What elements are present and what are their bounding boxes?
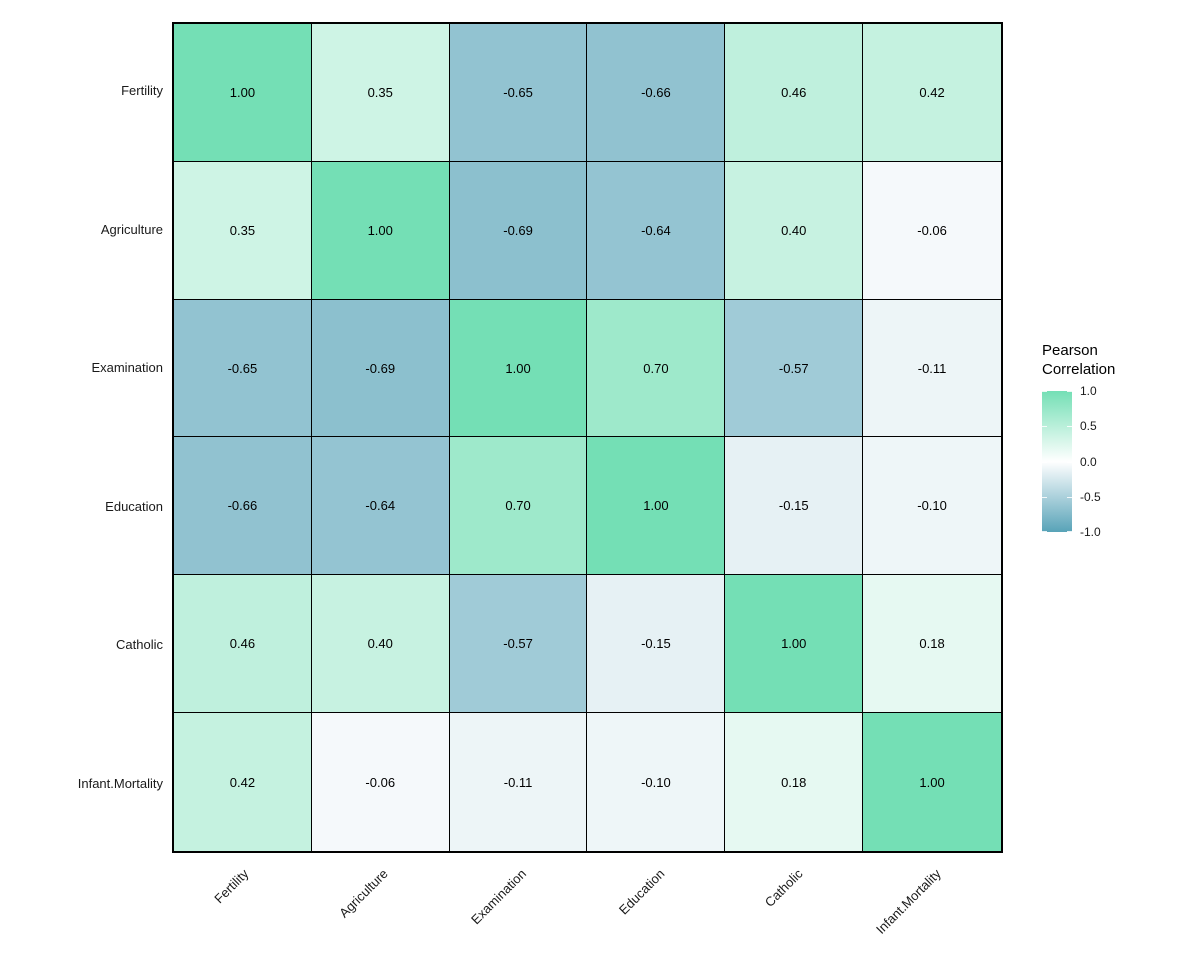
legend-tick-mark bbox=[1067, 391, 1072, 392]
legend-title-line2: Correlation bbox=[1042, 361, 1116, 378]
legend-tick-mark bbox=[1042, 496, 1047, 498]
heatmap-cell: -0.11 bbox=[449, 713, 588, 851]
legend-tick-label: 0.5 bbox=[1080, 419, 1097, 434]
heatmap-cell: 0.70 bbox=[587, 299, 726, 438]
heatmap-cell: 0.46 bbox=[725, 24, 864, 162]
legend-tick-mark bbox=[1067, 426, 1072, 428]
heatmap-cell: 0.40 bbox=[725, 161, 864, 300]
legend-tick-label: 0.0 bbox=[1080, 454, 1097, 469]
heatmap-panel: 1.00 0.35 -0.65 -0.66 0.46 0.42 0.35 1.00 -0.69-… bbox=[172, 22, 1003, 853]
heatmap-cell: -0.64 bbox=[587, 161, 726, 300]
heatmap-cell: 1.00 bbox=[449, 299, 588, 438]
heatmap-cell: 0.35 bbox=[174, 161, 312, 300]
heatmap-cell: 0.35 bbox=[311, 24, 450, 162]
heatmap-cell: 0.42 bbox=[174, 713, 312, 851]
legend-title-line1: Pearson bbox=[1042, 342, 1098, 359]
heatmap-cell: 1.00 bbox=[725, 575, 864, 714]
y-axis-label: Catholic bbox=[116, 637, 163, 653]
heatmap-cell: -0.69 bbox=[311, 299, 450, 438]
y-axis-label: Agriculture bbox=[100, 221, 163, 237]
x-axis-label: Education bbox=[615, 866, 668, 918]
heatmap-cell: 1.00 bbox=[311, 161, 450, 300]
x-axis-label: Catholic bbox=[762, 866, 806, 910]
heatmap-cell: -0.64 bbox=[311, 437, 450, 576]
heatmap-cell: 0.70 bbox=[449, 437, 588, 576]
heatmap-cell: -0.15 bbox=[587, 575, 726, 714]
heatmap-cell: 0.18 bbox=[725, 713, 864, 851]
heatmap-cell: -0.06 bbox=[311, 713, 450, 851]
heatmap-cell: 0.40 bbox=[311, 575, 450, 714]
legend-tick-label: -0.5 bbox=[1080, 489, 1101, 504]
x-axis-label: Examination bbox=[467, 866, 529, 928]
heatmap-cell: -0.69 bbox=[449, 161, 588, 300]
legend-tick-mark bbox=[1067, 496, 1072, 498]
heatmap-cell: -0.65 bbox=[449, 24, 588, 162]
heatmap-cell: 0.42 bbox=[863, 24, 1001, 162]
heatmap-cell: -0.15 bbox=[725, 437, 864, 576]
legend-tick-mark bbox=[1042, 426, 1047, 428]
legend-tick-mark bbox=[1042, 461, 1047, 463]
heatmap-cell: 1.00 bbox=[587, 437, 726, 576]
heatmap-cell: -0.66 bbox=[587, 24, 726, 162]
heatmap-cell: -0.10 bbox=[863, 437, 1001, 576]
y-axis-label: Fertility bbox=[121, 83, 163, 99]
legend-title: Pearson Correlation bbox=[1042, 341, 1115, 379]
heatmap-cell: 1.00 bbox=[863, 713, 1001, 851]
legend-tick-mark bbox=[1067, 531, 1072, 532]
heatmap-cell: -0.06 bbox=[863, 161, 1001, 300]
x-axis-label: Fertility bbox=[211, 866, 252, 907]
heatmap-cell: 0.18 bbox=[863, 575, 1001, 714]
heatmap-cell: -0.66 bbox=[174, 437, 312, 576]
legend-tick-mark bbox=[1042, 391, 1047, 392]
heatmap-cell: -0.11 bbox=[863, 299, 1001, 438]
y-axis-label: Education bbox=[105, 498, 163, 514]
heatmap-cell: -0.57 bbox=[449, 575, 588, 714]
legend-tick-mark bbox=[1042, 531, 1047, 532]
legend-tick-mark bbox=[1067, 461, 1072, 463]
heatmap-cell: -0.10 bbox=[587, 713, 726, 851]
heatmap-cell: -0.65 bbox=[174, 299, 312, 438]
legend-tick-label: 1.0 bbox=[1080, 384, 1097, 398]
heatmap-cell: 1.00 bbox=[174, 24, 312, 162]
x-axis-label: Infant.Mortality bbox=[873, 866, 945, 937]
heatmap-cell: -0.57 bbox=[725, 299, 864, 438]
y-axis-label: Infant.Mortality bbox=[77, 775, 163, 791]
heatmap-cell: 0.46 bbox=[174, 575, 312, 714]
x-axis-label: Agriculture bbox=[335, 866, 391, 921]
legend-tick-label: -1.0 bbox=[1080, 525, 1101, 539]
y-axis-label: Examination bbox=[91, 360, 163, 376]
